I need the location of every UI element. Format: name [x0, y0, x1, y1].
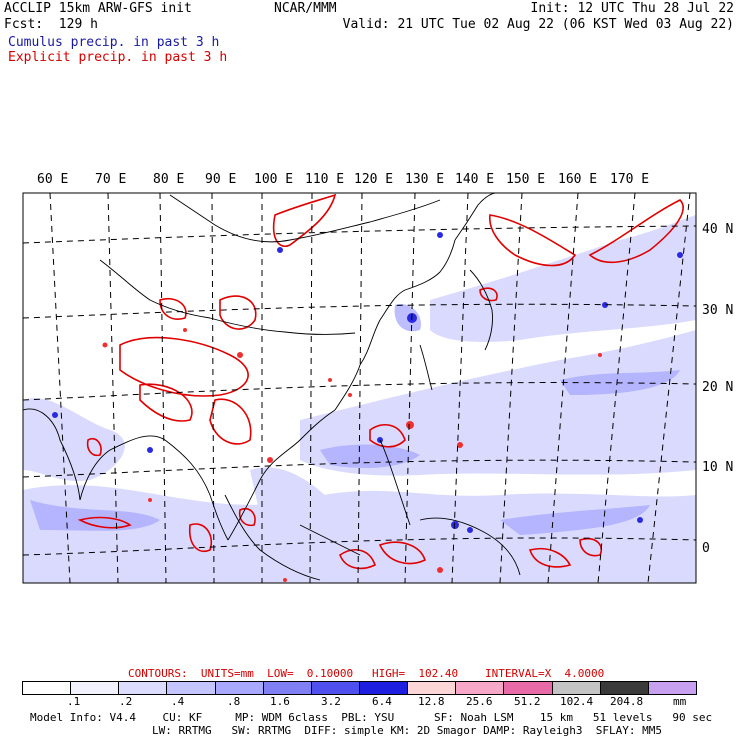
colorbar-units: mm [673, 695, 687, 708]
lon-label-90e: 90 E [205, 172, 237, 187]
colorbar-segment [552, 682, 601, 694]
colorbar [22, 681, 697, 695]
contour-interval: INTERVAL=X 4.0000 [485, 667, 605, 680]
colorbar-label: 204.8 [610, 695, 644, 708]
colorbar-segment [600, 682, 649, 694]
explicit-precip-fill [102, 328, 602, 582]
lon-label-130e: 130 E [405, 172, 445, 187]
lon-label-100e: 100 E [254, 172, 294, 187]
legend-cumulus: Cumulus precip. in past 3 h [8, 35, 220, 50]
colorbar-label: .2 [119, 695, 133, 708]
lon-label-70e: 70 E [95, 172, 127, 187]
map-frame [22, 192, 697, 584]
colorbar-segment [71, 682, 120, 694]
lon-label-80e: 80 E [153, 172, 185, 187]
colorbar-label: .4 [171, 695, 185, 708]
forecast-hour: Fcst: 129 h [4, 17, 98, 32]
lon-label-170e: 170 E [610, 172, 650, 187]
latlon-grid [23, 193, 696, 583]
colorbar-segment [311, 682, 360, 694]
lat-label-0: 0 [702, 541, 710, 556]
center-name: NCAR/MMM [274, 1, 337, 16]
colorbar-label: 25.6 [466, 695, 493, 708]
lat-label-40n: 40 N [702, 222, 734, 237]
contour-high: HIGH= 102.40 [372, 667, 459, 680]
lat-label-20n: 20 N [702, 380, 734, 395]
colorbar-label: 12.8 [418, 695, 445, 708]
colorbar-segment [263, 682, 312, 694]
colorbar-segment [359, 682, 409, 694]
lat-label-10n: 10 N [702, 460, 734, 475]
colorbar-segment [408, 682, 457, 694]
contour-info: CONTOURS: UNITS=mm LOW= 0.10000 [128, 667, 354, 680]
valid-time: Valid: 21 UTC Tue 02 Aug 22 (06 KST Wed … [342, 17, 734, 32]
colorbar-label: .8 [227, 695, 241, 708]
colorbar-segment [167, 682, 216, 694]
colorbar-label: 6.4 [372, 695, 392, 708]
footer-model-info: Model Info: V4.4 CU: KF MP: WDM 6class P… [30, 711, 713, 724]
colorbar-segment [648, 682, 696, 694]
colorbar-segment [23, 682, 72, 694]
colorbar-label: 102.4 [560, 695, 594, 708]
footer-physics: LW: RRTMG SW: RRTMG DIFF: simple KM: 2D … [152, 724, 662, 737]
lon-label-120e: 120 E [354, 172, 394, 187]
lat-label-30n: 30 N [702, 303, 734, 318]
colorbar-label: 51.2 [514, 695, 541, 708]
lon-label-140e: 140 E [455, 172, 495, 187]
init-time: Init: 12 UTC Thu 28 Jul 22 [530, 1, 735, 16]
lon-label-150e: 150 E [506, 172, 546, 187]
legend-explicit: Explicit precip. in past 3 h [8, 50, 228, 65]
colorbar-label: 1.6 [270, 695, 290, 708]
colorbar-label: 3.2 [321, 695, 341, 708]
colorbar-segment [119, 682, 168, 694]
colorbar-segment [215, 682, 264, 694]
lon-label-60e: 60 E [37, 172, 69, 187]
colorbar-segment [456, 682, 505, 694]
colorbar-label: .1 [67, 695, 81, 708]
lon-label-110e: 110 E [305, 172, 345, 187]
lon-label-160e: 160 E [558, 172, 598, 187]
cumulus-shading-ocean [23, 215, 696, 583]
colorbar-segment [504, 682, 553, 694]
model-title: ACCLIP 15km ARW-GFS init [4, 1, 192, 16]
coastlines [23, 193, 521, 581]
